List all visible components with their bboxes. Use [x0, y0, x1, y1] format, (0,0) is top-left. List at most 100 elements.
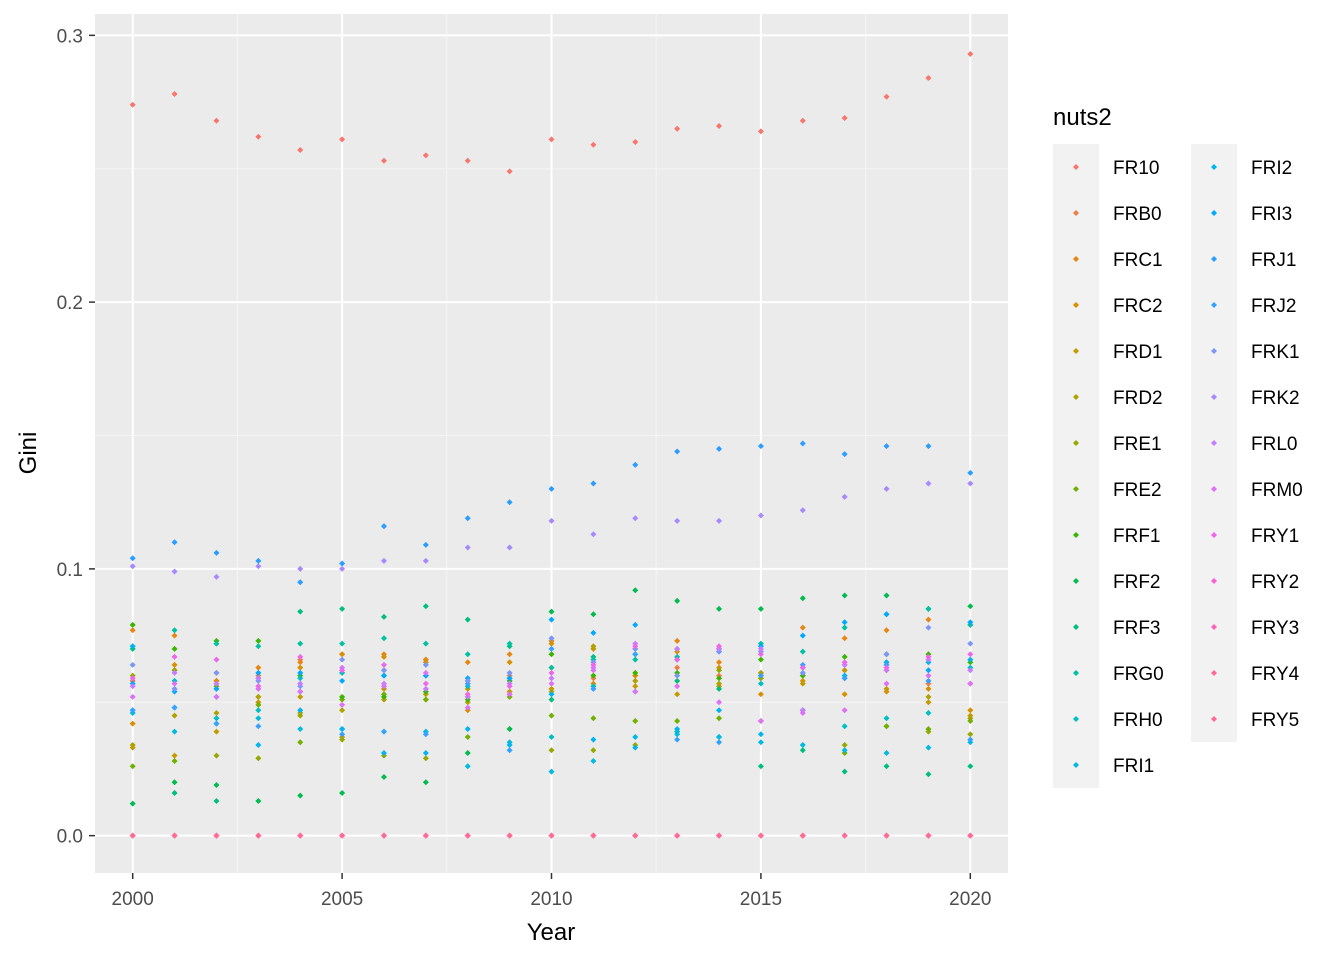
data-point-frc1 [297, 659, 304, 666]
data-point-frk2 [171, 568, 178, 575]
legend-label-frj1: FRJ1 [1251, 250, 1296, 271]
data-point-frb0 [674, 664, 681, 671]
data-point-frh0 [213, 715, 220, 722]
data-point-frf3 [925, 771, 932, 778]
data-point-frf3 [716, 685, 723, 692]
data-point-frj2 [716, 739, 723, 746]
data-point-fre1 [716, 667, 723, 674]
legend-label-frd1: FRD1 [1113, 342, 1163, 363]
legend-label-frb0: FRB0 [1113, 204, 1162, 225]
data-point-fry5 [506, 832, 513, 839]
data-point-frf3 [548, 696, 555, 703]
data-point-fry1 [297, 653, 304, 660]
data-point-frj1 [339, 560, 346, 567]
data-point-frf2 [548, 608, 555, 615]
data-point-frl0 [967, 667, 974, 674]
data-point-fry5 [716, 832, 723, 839]
legend-label-frl0: FRL0 [1251, 434, 1297, 455]
data-point-frm0 [548, 680, 555, 687]
data-point-frd1 [799, 680, 806, 687]
data-point-fre1 [841, 741, 848, 748]
legend-label-frc1: FRC1 [1113, 250, 1163, 271]
legend-label-fry4: FRY4 [1251, 664, 1300, 685]
data-point-frj2 [925, 677, 932, 684]
data-point-frk2 [883, 485, 890, 492]
data-point-frc1 [799, 624, 806, 631]
data-point-fr10 [883, 93, 890, 100]
data-point-frf2 [841, 592, 848, 599]
data-point-frf2 [213, 781, 220, 788]
data-point-fri3 [548, 616, 555, 623]
data-point-fry5 [967, 832, 974, 839]
data-point-fr10 [841, 115, 848, 122]
legend-label-frc2: FRC2 [1113, 296, 1163, 317]
data-point-frf3 [799, 747, 806, 754]
data-point-fry5 [255, 832, 262, 839]
data-point-frk2 [339, 565, 346, 572]
data-point-frj2 [171, 704, 178, 711]
data-point-frm0 [213, 693, 220, 700]
legend-key-fry4 [1211, 670, 1217, 676]
data-point-frk2 [632, 515, 639, 522]
data-point-fry1 [548, 669, 555, 676]
data-point-frd1 [674, 691, 681, 698]
data-point-fre1 [548, 747, 555, 754]
data-point-frj1 [380, 523, 387, 530]
data-point-fri2 [548, 691, 555, 698]
data-point-frm0 [129, 693, 136, 700]
data-point-fre2 [464, 733, 471, 740]
data-point-frk1 [883, 651, 890, 658]
data-point-frd2 [632, 677, 639, 684]
data-point-fry1 [339, 667, 346, 674]
data-point-frk2 [548, 517, 555, 524]
data-point-frh0 [883, 715, 890, 722]
data-point-frd2 [925, 693, 932, 700]
y-axis: 0.0 0.1 0.2 0.3 [57, 26, 95, 848]
data-point-frk1 [506, 669, 513, 676]
data-point-fry1 [422, 680, 429, 687]
data-point-fri1 [464, 763, 471, 770]
data-point-frf1 [757, 656, 764, 663]
data-point-frl0 [297, 680, 304, 687]
data-point-fre2 [674, 717, 681, 724]
data-point-frg0 [171, 627, 178, 634]
data-point-frj2 [548, 645, 555, 652]
data-point-frj2 [506, 747, 513, 754]
x-tick-label: 2015 [740, 889, 782, 910]
y-tick-label: 0.2 [57, 293, 83, 314]
data-point-fri1 [171, 728, 178, 735]
data-point-frf1 [129, 621, 136, 628]
data-point-frf2 [171, 779, 178, 786]
data-point-fry5 [674, 832, 681, 839]
data-point-frk1 [464, 677, 471, 684]
data-point-fre1 [422, 755, 429, 762]
data-point-fri1 [632, 733, 639, 740]
data-point-frc1 [129, 627, 136, 634]
legend-key-frj1 [1211, 256, 1217, 262]
data-point-fr10 [255, 133, 262, 140]
data-point-fry5 [380, 832, 387, 839]
data-point-frm0 [674, 683, 681, 690]
legend-key-fry5 [1211, 716, 1217, 722]
legend-label-frm0: FRM0 [1251, 480, 1303, 501]
data-point-frd1 [632, 683, 639, 690]
data-point-frc2 [339, 651, 346, 658]
data-point-fre2 [422, 696, 429, 703]
data-point-fry1 [464, 691, 471, 698]
data-point-frj2 [674, 736, 681, 743]
data-point-frj2 [632, 651, 639, 658]
legend-key-frc1 [1073, 256, 1079, 262]
x-tick-label: 2005 [321, 889, 363, 910]
data-point-frc2 [757, 691, 764, 698]
data-point-frd1 [297, 693, 304, 700]
data-point-fre2 [171, 757, 178, 764]
data-point-frg0 [255, 643, 262, 650]
data-point-fri3 [506, 675, 513, 682]
data-point-frh0 [757, 680, 764, 687]
legend-label-frf3: FRF3 [1113, 618, 1161, 639]
data-point-frf3 [841, 768, 848, 775]
legend-key-frk1 [1211, 348, 1217, 354]
data-point-frj1 [548, 485, 555, 492]
data-point-frk1 [422, 661, 429, 668]
data-point-frc1 [171, 632, 178, 639]
